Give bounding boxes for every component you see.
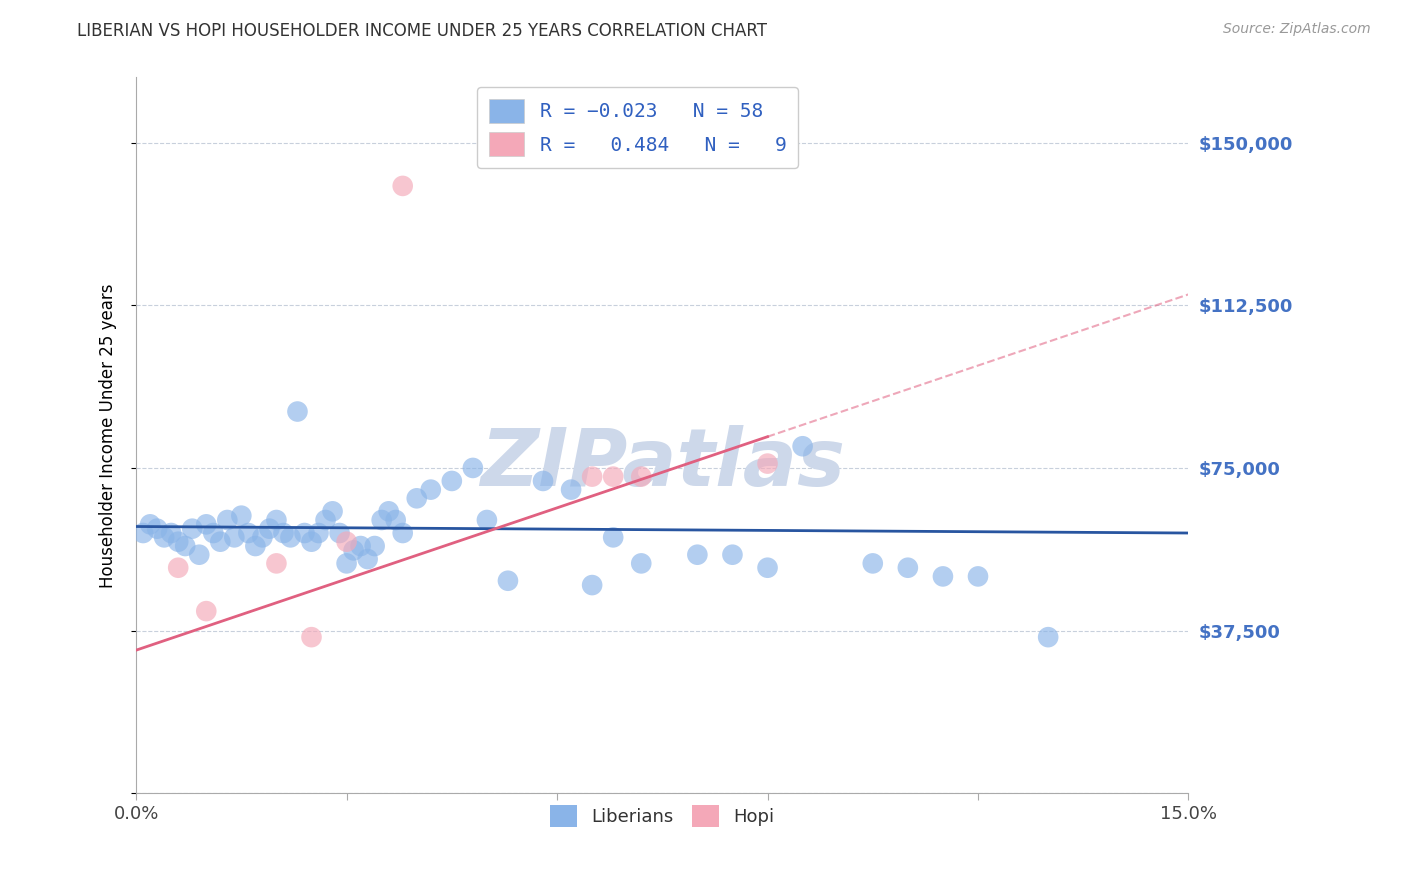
Point <box>336 557 359 571</box>
Point <box>440 474 463 488</box>
Point <box>862 557 884 571</box>
Text: LIBERIAN VS HOPI HOUSEHOLDER INCOME UNDER 25 YEARS CORRELATION CHART: LIBERIAN VS HOPI HOUSEHOLDER INCOME UNDE… <box>77 22 768 40</box>
Point <box>967 569 990 583</box>
Point <box>602 530 624 544</box>
Point <box>224 530 246 544</box>
Point <box>370 513 392 527</box>
Point <box>139 517 162 532</box>
Point <box>377 504 399 518</box>
Point <box>301 630 323 644</box>
Point <box>202 526 225 541</box>
Point <box>209 534 232 549</box>
Point <box>280 530 302 544</box>
Point <box>630 557 652 571</box>
Point <box>560 483 582 497</box>
Point <box>301 534 323 549</box>
Point <box>273 526 295 541</box>
Point <box>167 534 190 549</box>
Point <box>531 474 554 488</box>
Point <box>132 526 155 541</box>
Point <box>160 526 183 541</box>
Point <box>238 526 260 541</box>
Point <box>167 560 190 574</box>
Point <box>897 560 920 574</box>
Point <box>756 560 779 574</box>
Point <box>581 469 603 483</box>
Point <box>188 548 211 562</box>
Point <box>391 526 413 541</box>
Point <box>1036 630 1059 644</box>
Point <box>195 604 218 618</box>
Point <box>419 483 441 497</box>
Text: Source: ZipAtlas.com: Source: ZipAtlas.com <box>1223 22 1371 37</box>
Point <box>405 491 427 506</box>
Point <box>294 526 316 541</box>
Point <box>259 522 281 536</box>
Point <box>391 178 413 193</box>
Point <box>356 552 378 566</box>
Point <box>174 539 197 553</box>
Point <box>630 469 652 483</box>
Point <box>342 543 364 558</box>
Point <box>792 439 814 453</box>
Point <box>153 530 176 544</box>
Point <box>322 504 344 518</box>
Point <box>217 513 239 527</box>
Point <box>146 522 169 536</box>
Point <box>252 530 274 544</box>
Point <box>363 539 385 553</box>
Point <box>329 526 352 541</box>
Point <box>756 457 779 471</box>
Text: ZIPatlas: ZIPatlas <box>479 425 845 503</box>
Point <box>287 404 309 418</box>
Point <box>308 526 330 541</box>
Point <box>461 461 484 475</box>
Point <box>475 513 498 527</box>
Point <box>602 469 624 483</box>
Point <box>496 574 519 588</box>
Point <box>266 513 288 527</box>
Point <box>336 534 359 549</box>
Point <box>181 522 204 536</box>
Point <box>932 569 955 583</box>
Point <box>349 539 371 553</box>
Point <box>245 539 267 553</box>
Point <box>384 513 406 527</box>
Point <box>581 578 603 592</box>
Point <box>266 557 288 571</box>
Point <box>195 517 218 532</box>
Y-axis label: Householder Income Under 25 years: Householder Income Under 25 years <box>100 283 117 588</box>
Legend: Liberians, Hopi: Liberians, Hopi <box>543 798 782 834</box>
Point <box>721 548 744 562</box>
Point <box>315 513 337 527</box>
Point <box>231 508 253 523</box>
Point <box>686 548 709 562</box>
